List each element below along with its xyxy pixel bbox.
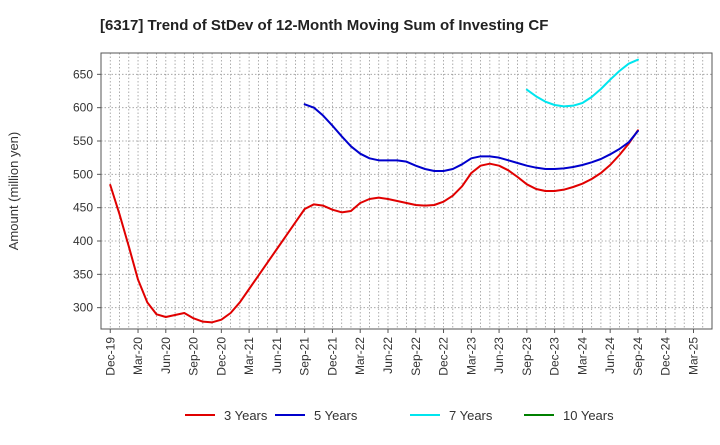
series-line-7-years bbox=[525, 58, 639, 108]
x-tick-label: Dec-23 bbox=[548, 337, 562, 376]
legend: 3 Years 5 Years 7 Years 10 Years bbox=[185, 408, 614, 423]
y-tick-label: 300 bbox=[73, 301, 93, 315]
x-tick-label: Dec-22 bbox=[437, 337, 451, 376]
legend-label-10-years: 10 Years bbox=[563, 408, 614, 423]
x-tick-label: Mar-21 bbox=[242, 337, 256, 375]
y-tick-label: 500 bbox=[73, 167, 93, 181]
x-tick-label: Sep-23 bbox=[520, 337, 534, 376]
x-tick-label: Sep-24 bbox=[631, 337, 645, 376]
x-tick-label: Jun-24 bbox=[603, 337, 617, 374]
y-tick-label: 350 bbox=[73, 267, 93, 281]
legend-label-7-years: 7 Years bbox=[449, 408, 493, 423]
x-tick-label: Sep-21 bbox=[298, 337, 312, 376]
x-tick-label: Dec-24 bbox=[659, 337, 673, 376]
series-line-5-years bbox=[303, 103, 639, 172]
y-tick-label: 600 bbox=[73, 101, 93, 115]
y-axis-ticks: 300 350 400 450 500 550 600 650 bbox=[73, 67, 101, 315]
y-tick-label: 550 bbox=[73, 134, 93, 148]
x-tick-label: Dec-19 bbox=[103, 337, 117, 376]
plot-frame bbox=[100, 52, 713, 330]
x-axis-ticks: Dec-19 Mar-20 Jun-20 Sep-20 Dec-20 Mar-21 Jun-… bbox=[103, 329, 700, 376]
x-tick-label: Dec-21 bbox=[325, 337, 339, 376]
series-line-3-years bbox=[109, 129, 639, 324]
x-tick-label: Jun-21 bbox=[270, 337, 284, 374]
grid-lines bbox=[101, 53, 712, 329]
x-tick-label: Jun-22 bbox=[381, 337, 395, 374]
x-tick-label: Sep-22 bbox=[409, 337, 423, 376]
x-tick-label: Jun-20 bbox=[159, 337, 173, 374]
y-tick-label: 650 bbox=[73, 67, 93, 81]
x-tick-label: Sep-20 bbox=[187, 337, 201, 376]
y-tick-label: 450 bbox=[73, 201, 93, 215]
x-tick-label: Jun-23 bbox=[492, 337, 506, 374]
y-tick-label: 400 bbox=[73, 234, 93, 248]
x-tick-label: Mar-24 bbox=[575, 337, 589, 375]
legend-label-5-years: 5 Years bbox=[314, 408, 358, 423]
x-tick-label: Mar-20 bbox=[131, 337, 145, 375]
x-tick-label: Mar-22 bbox=[353, 337, 367, 375]
x-tick-label: Mar-23 bbox=[464, 337, 478, 375]
y-axis-label: Amount (million yen) bbox=[6, 132, 21, 251]
x-tick-label: Mar-25 bbox=[686, 337, 700, 375]
legend-label-3-years: 3 Years bbox=[224, 408, 268, 423]
x-tick-label: Dec-20 bbox=[214, 337, 228, 376]
series-group bbox=[109, 58, 639, 324]
chart-title: [6317] Trend of StDev of 12-Month Moving… bbox=[100, 17, 548, 34]
